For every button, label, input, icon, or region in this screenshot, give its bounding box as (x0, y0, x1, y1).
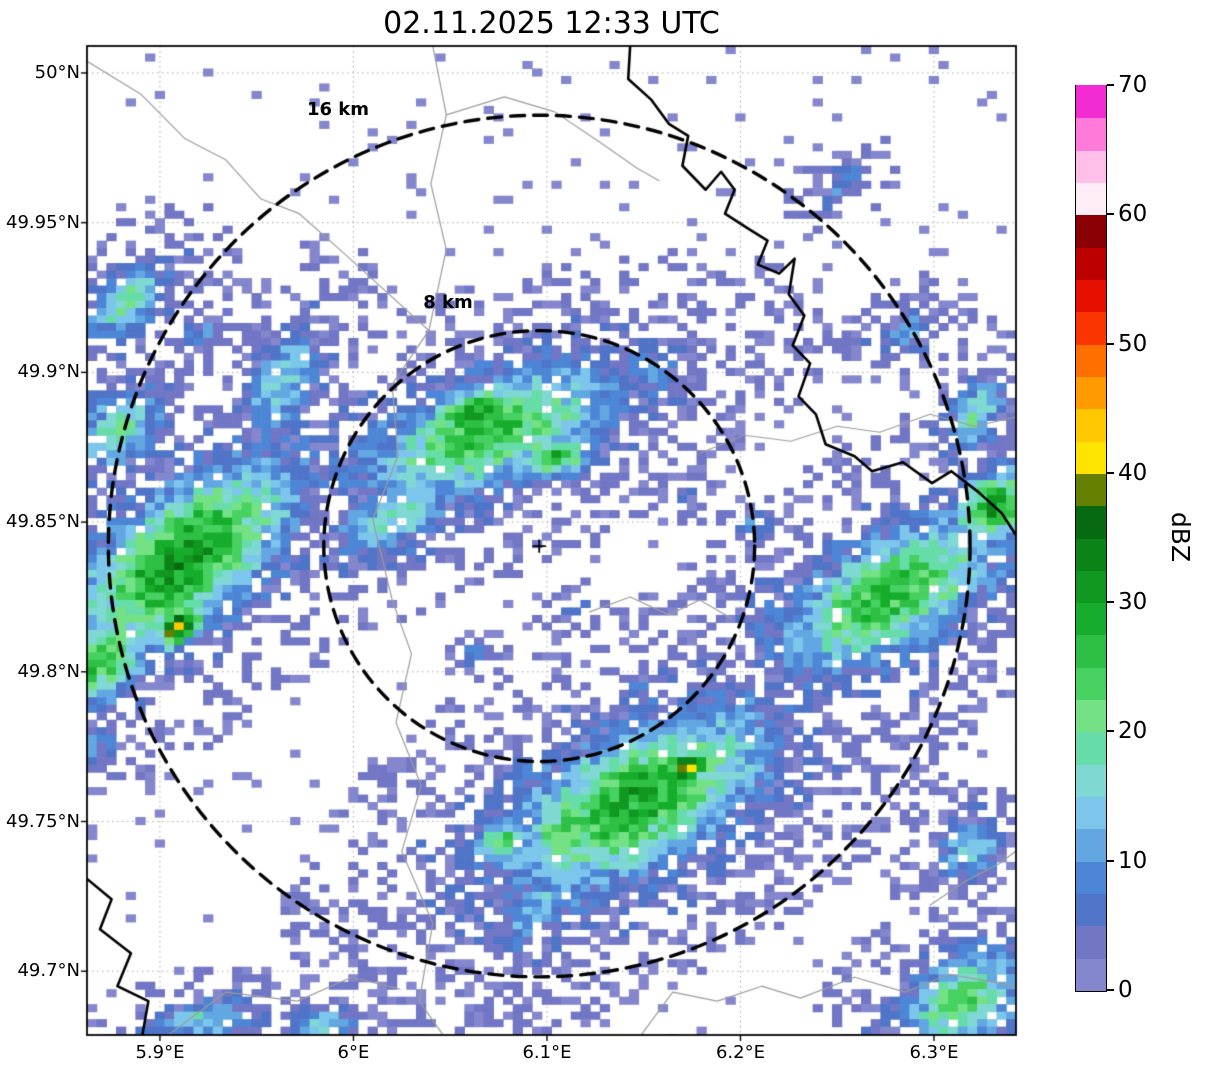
colorbar-segment (1076, 311, 1106, 345)
colorbar-segment (1076, 344, 1106, 377)
x-tick-label: 6.3°E (909, 1042, 959, 1063)
colorbar-tick-mark (1107, 601, 1114, 604)
colorbar-segment (1076, 247, 1106, 280)
colorbar-tick-mark (1107, 989, 1114, 991)
colorbar-segment (1076, 861, 1106, 895)
colorbar-tick-label: 20 (1118, 718, 1148, 745)
colorbar-tick-mark (1107, 859, 1114, 862)
colorbar-segment (1076, 537, 1106, 571)
range-ring-label-16km: 16 km (306, 99, 370, 120)
y-tick-label: 49.95°N (6, 211, 80, 233)
colorbar-segment (1076, 473, 1106, 507)
colorbar-segment (1076, 376, 1106, 410)
colorbar-segment (1076, 731, 1106, 765)
colorbar-segment (1076, 602, 1106, 636)
colorbar-segment (1076, 893, 1106, 927)
range-ring-label-8km: 8 km (423, 292, 473, 313)
colorbar-segment (1076, 764, 1106, 798)
y-tick-label: 49.75°N (6, 810, 80, 832)
colorbar-tick-label: 60 (1118, 201, 1148, 228)
x-tick-label: 6.1°E (522, 1042, 572, 1063)
colorbar-segment (1076, 925, 1106, 959)
colorbar-segment (1076, 440, 1106, 474)
colorbar-segment (1076, 150, 1106, 183)
colorbar-segment (1076, 279, 1106, 313)
y-tick-label: 49.7°N (17, 960, 80, 982)
colorbar-segment (1076, 117, 1106, 151)
colorbar-segment (1076, 634, 1106, 668)
colorbar-tick-mark (1107, 342, 1114, 345)
y-tick-label: 49.9°N (17, 361, 80, 383)
colorbar-segment (1076, 85, 1106, 119)
colorbar-tick-mark (1107, 471, 1114, 474)
y-tick-label: 50°N (34, 61, 80, 83)
colorbar-segment (1076, 182, 1106, 216)
colorbar-tick-label: 40 (1118, 459, 1148, 486)
x-tick-label: 6.2°E (715, 1042, 765, 1063)
colorbar-tick-mark (1107, 84, 1114, 86)
colorbar-segment (1076, 505, 1106, 539)
x-tick-label: 5.9°E (135, 1042, 185, 1063)
colorbar-tick-label: 70 (1118, 72, 1148, 98)
colorbar-segment (1076, 214, 1106, 248)
colorbar-segment (1076, 796, 1106, 830)
colorbar-tick-mark (1107, 730, 1114, 733)
colorbar-tick-label: 10 (1118, 847, 1148, 874)
colorbar-segment (1076, 828, 1106, 862)
colorbar-segment (1076, 699, 1106, 733)
x-tick-label: 6°E (337, 1042, 370, 1063)
colorbar-tick-label: 0 (1118, 977, 1133, 1003)
colorbar-tick-label: 50 (1118, 330, 1148, 357)
colorbar-segment (1076, 667, 1106, 701)
y-tick-label: 49.8°N (17, 660, 80, 682)
y-tick-label: 49.85°N (6, 511, 80, 533)
colorbar-tick-label: 30 (1118, 589, 1148, 616)
colorbar (1075, 85, 1107, 992)
colorbar-segment (1076, 570, 1106, 604)
colorbar-segment (1076, 958, 1106, 991)
colorbar-tick-mark (1107, 213, 1114, 216)
figure-title: 02.11.2025 12:33 UTC (383, 6, 720, 41)
colorbar-axis-label: dBZ (1166, 511, 1195, 563)
colorbar-segment (1076, 408, 1106, 442)
